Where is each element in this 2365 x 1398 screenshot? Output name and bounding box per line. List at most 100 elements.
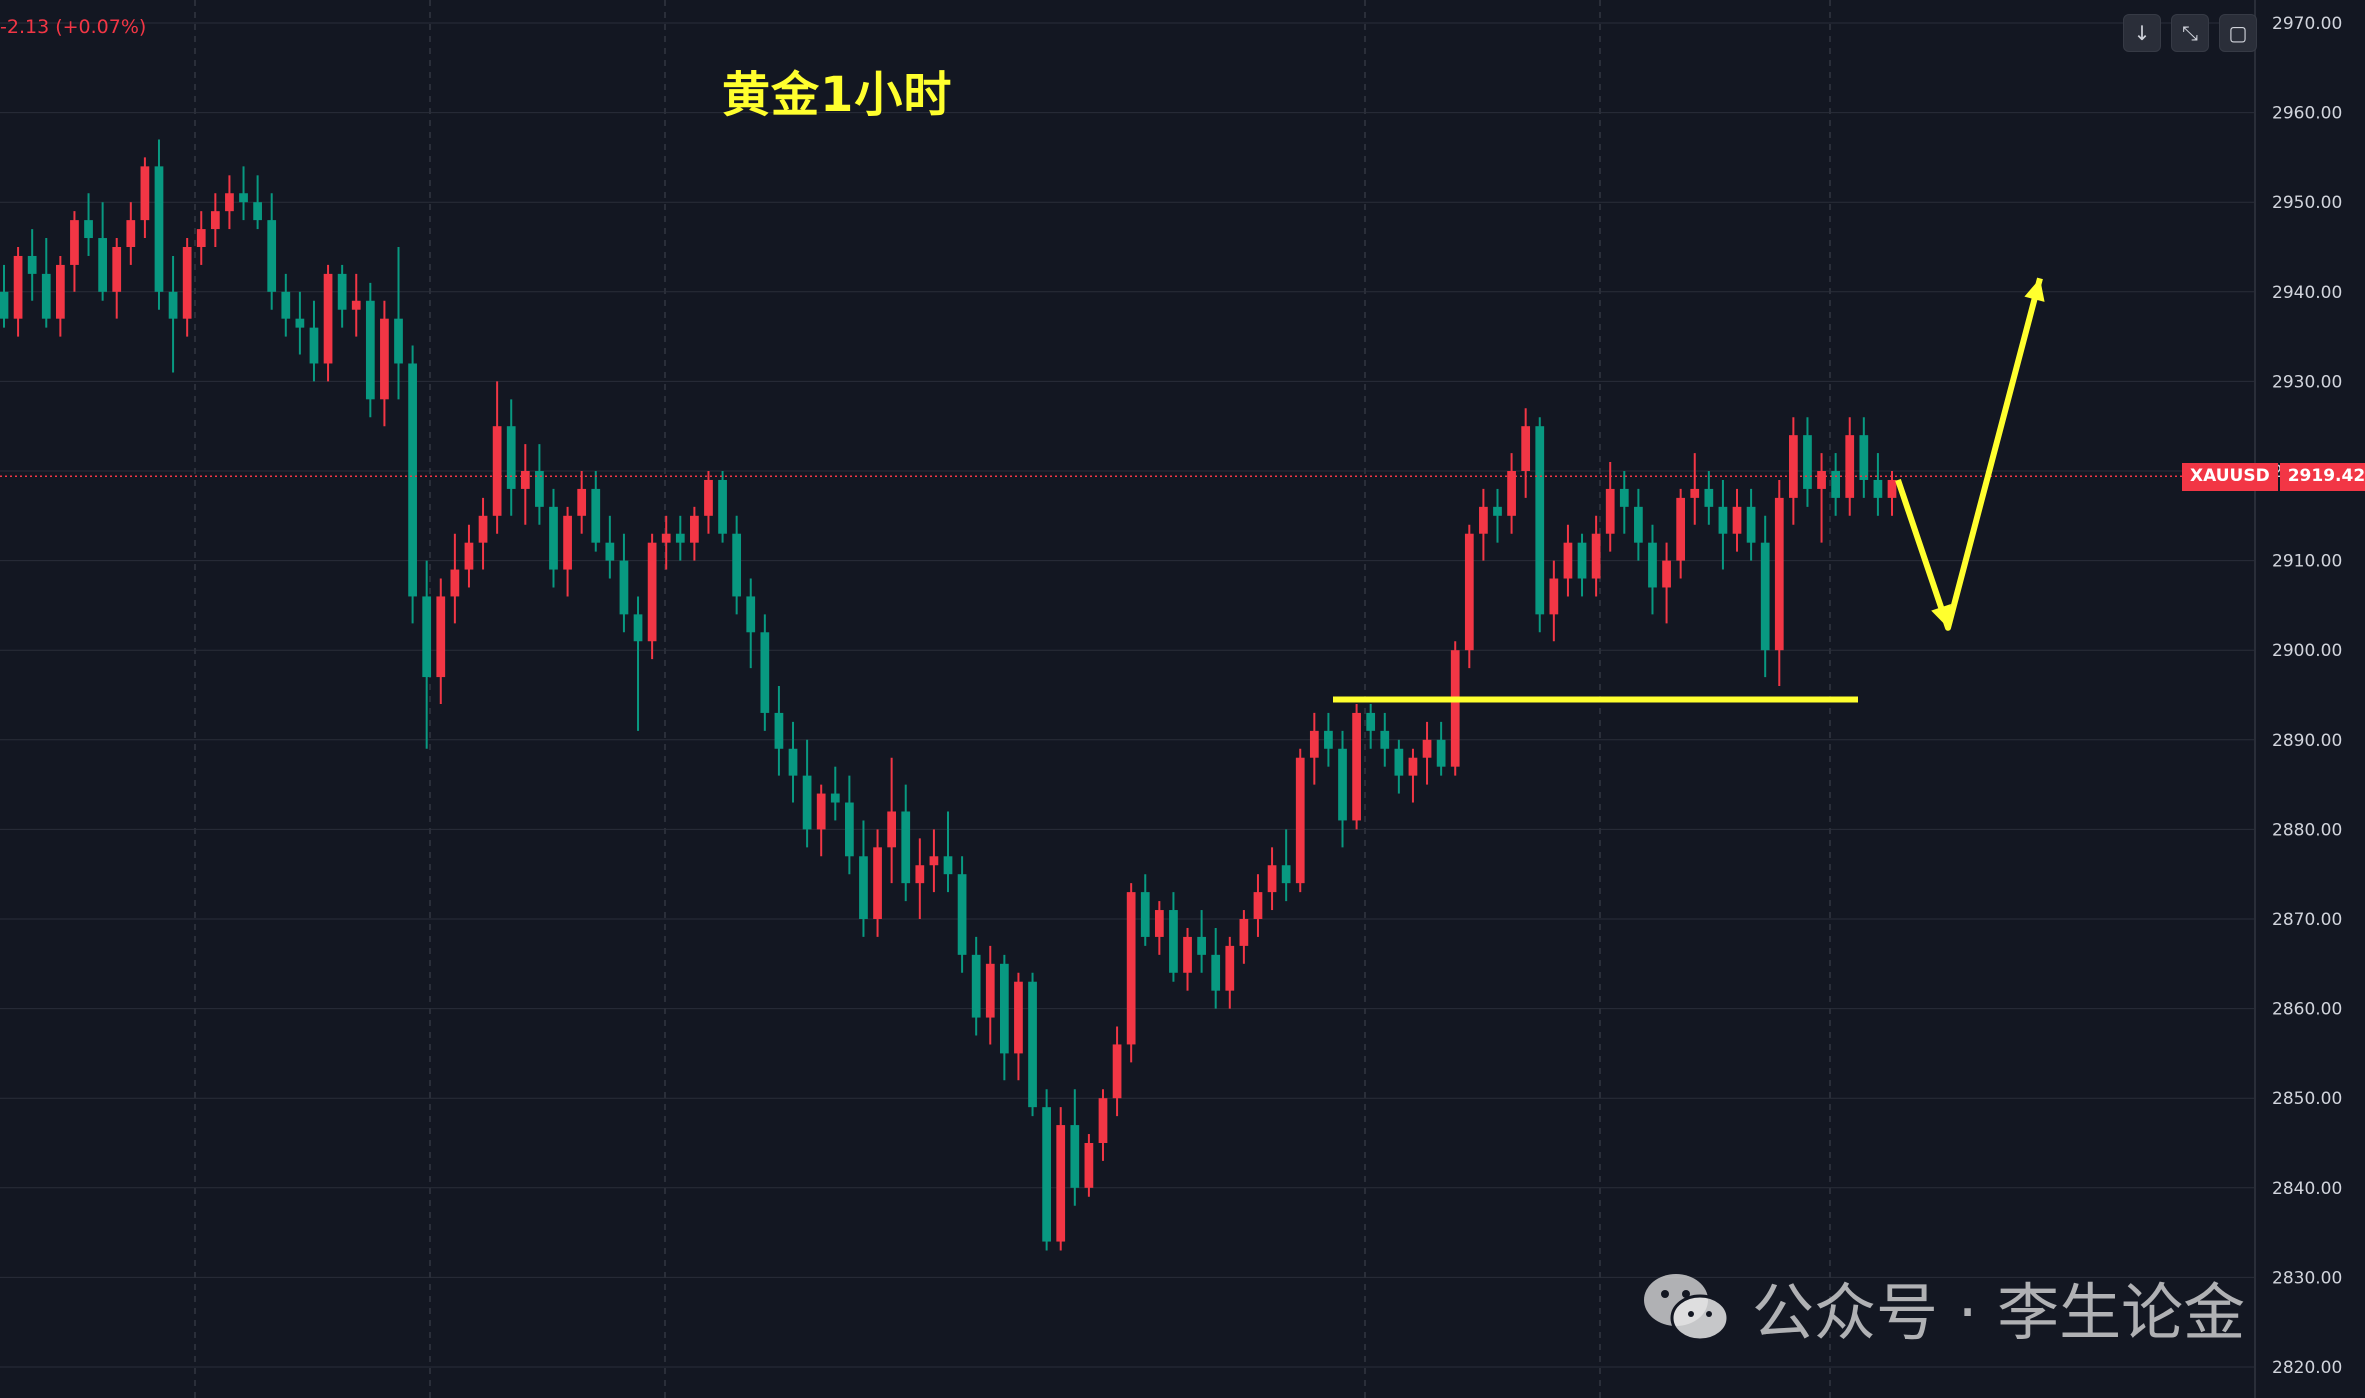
candle-body	[1042, 1107, 1051, 1242]
candle-body	[1295, 757, 1305, 884]
y-tick-label: 2930.00	[2272, 372, 2342, 392]
y-tick-label: 2960.00	[2272, 104, 2342, 124]
candle-body	[1098, 1098, 1108, 1143]
candle-body	[1549, 578, 1559, 615]
candle-body	[943, 856, 953, 875]
y-tick-label: 2850.00	[2272, 1089, 2342, 1109]
arrow-down-icon[interactable]: ↓	[2123, 14, 2161, 52]
candle-body	[1140, 892, 1150, 937]
candle-body	[41, 273, 51, 319]
candle-body	[84, 220, 93, 239]
candle-body	[0, 291, 9, 319]
candle-body	[506, 426, 516, 489]
fullscreen-icon[interactable]: ▢	[2219, 14, 2257, 52]
candle-body	[1154, 910, 1164, 937]
candle-body	[1211, 954, 1221, 991]
candle-body	[999, 963, 1009, 1054]
candle-body	[859, 856, 868, 919]
candle-body	[1366, 712, 1376, 731]
candle-body	[492, 426, 502, 516]
candle-body	[957, 874, 967, 955]
watermark-text: 公众号 · 李生论金	[1752, 1276, 2246, 1349]
candle-body	[1746, 506, 1756, 543]
candle-body	[225, 193, 234, 212]
candle-body	[1197, 936, 1206, 955]
candle-body	[1774, 497, 1784, 651]
candle-body	[619, 560, 629, 615]
candle-body	[1817, 471, 1826, 489]
chart-title: 黄金1小时	[722, 67, 953, 123]
y-tick-label: 2900.00	[2272, 641, 2342, 661]
candle-body	[873, 847, 882, 919]
y-tick-label: 2890.00	[2272, 731, 2342, 751]
candle-body	[1887, 479, 1897, 498]
candle-body	[365, 300, 375, 400]
candle-body	[549, 506, 558, 570]
candle-body	[1690, 488, 1700, 498]
candle-body	[1732, 506, 1742, 534]
candle-body	[1535, 426, 1545, 615]
candle-body	[70, 220, 79, 265]
candle-body	[13, 255, 23, 319]
candle-body	[1239, 919, 1249, 946]
candle-body	[239, 193, 248, 203]
candle-body	[887, 811, 897, 848]
candle-body	[1324, 730, 1333, 749]
candle-body	[1591, 533, 1601, 579]
candle-body	[140, 166, 150, 221]
candle-body	[450, 569, 460, 597]
candle-body	[1563, 542, 1573, 579]
wechat-icon	[1640, 1270, 1732, 1344]
candle-body	[1028, 981, 1037, 1108]
candle-body	[281, 291, 291, 319]
candle-body	[1760, 542, 1770, 651]
candle-body	[55, 264, 65, 319]
candle-body	[746, 596, 756, 633]
candle-body	[577, 488, 587, 516]
candle-body	[929, 856, 939, 866]
candle-body	[1507, 471, 1516, 516]
candle-body	[535, 471, 544, 507]
candle-body	[1183, 936, 1192, 973]
candle-body	[718, 479, 727, 534]
candle-body	[591, 488, 601, 543]
candle-body	[788, 748, 798, 776]
candle-body	[605, 542, 615, 561]
candle-body	[1281, 865, 1291, 884]
candle-body	[732, 533, 742, 597]
candle-body	[1831, 471, 1841, 498]
candle-body	[1521, 426, 1531, 471]
candle-body	[126, 220, 136, 247]
candle-body	[1619, 488, 1629, 507]
candle-body	[1014, 981, 1023, 1054]
candle-body	[633, 614, 643, 642]
collapse-icon[interactable]: ⤡	[2171, 14, 2209, 52]
candle-body	[309, 327, 319, 364]
y-tick-label: 2830.00	[2272, 1268, 2342, 1288]
forecast-arrow-path	[1895, 277, 2043, 631]
candle-body	[1056, 1125, 1066, 1242]
candle-body	[98, 238, 107, 292]
candle-body	[1070, 1125, 1080, 1188]
candle-body	[168, 291, 178, 319]
candle-body	[774, 712, 784, 749]
candle-body	[210, 211, 220, 230]
candle-body	[802, 775, 812, 830]
candle-body	[563, 515, 572, 570]
candle-body	[1436, 739, 1446, 767]
candle-body	[1380, 730, 1390, 749]
y-tick-label: 2880.00	[2272, 820, 2342, 840]
candle-body	[1873, 479, 1883, 498]
y-tick-label: 2860.00	[2272, 1000, 2342, 1020]
candle-body	[985, 963, 995, 1018]
candle-body	[1169, 910, 1178, 973]
candle-body	[1225, 945, 1235, 991]
candle-body	[464, 542, 474, 570]
candle-body	[520, 471, 530, 489]
candle-body	[196, 229, 206, 247]
candle-body	[1662, 560, 1671, 588]
candle-body	[1352, 712, 1361, 821]
y-tick-label: 2840.00	[2272, 1179, 2342, 1199]
